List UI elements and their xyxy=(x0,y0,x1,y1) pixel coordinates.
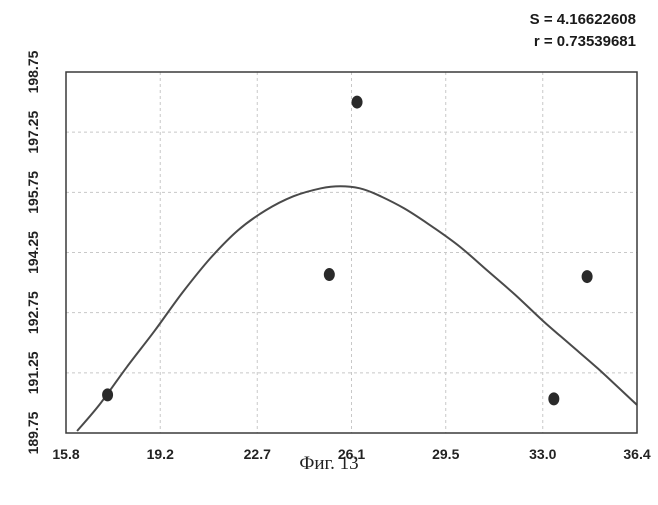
data-point xyxy=(352,96,363,109)
y-tick-label: 192.75 xyxy=(25,291,41,334)
data-point xyxy=(324,268,335,281)
y-tick-label: 195.75 xyxy=(25,171,41,214)
y-tick-label: 198.75 xyxy=(25,50,41,93)
stat-r-value: r = 0.73539681 xyxy=(534,33,636,50)
data-point xyxy=(102,388,113,401)
y-tick-label: 197.25 xyxy=(25,111,41,154)
data-point xyxy=(582,270,593,283)
stat-s-value: S = 4.16622608 xyxy=(530,11,636,28)
y-tick-label: 189.75 xyxy=(25,411,41,454)
y-axis-ticks: 189.75 191.25 192.75 194.25 195.75 197.25 198.… xyxy=(25,50,41,454)
figure-caption: Фиг. 13 xyxy=(0,453,658,475)
y-tick-label: 194.25 xyxy=(25,231,41,274)
data-point xyxy=(548,392,559,405)
y-tick-label: 191.25 xyxy=(25,351,41,394)
